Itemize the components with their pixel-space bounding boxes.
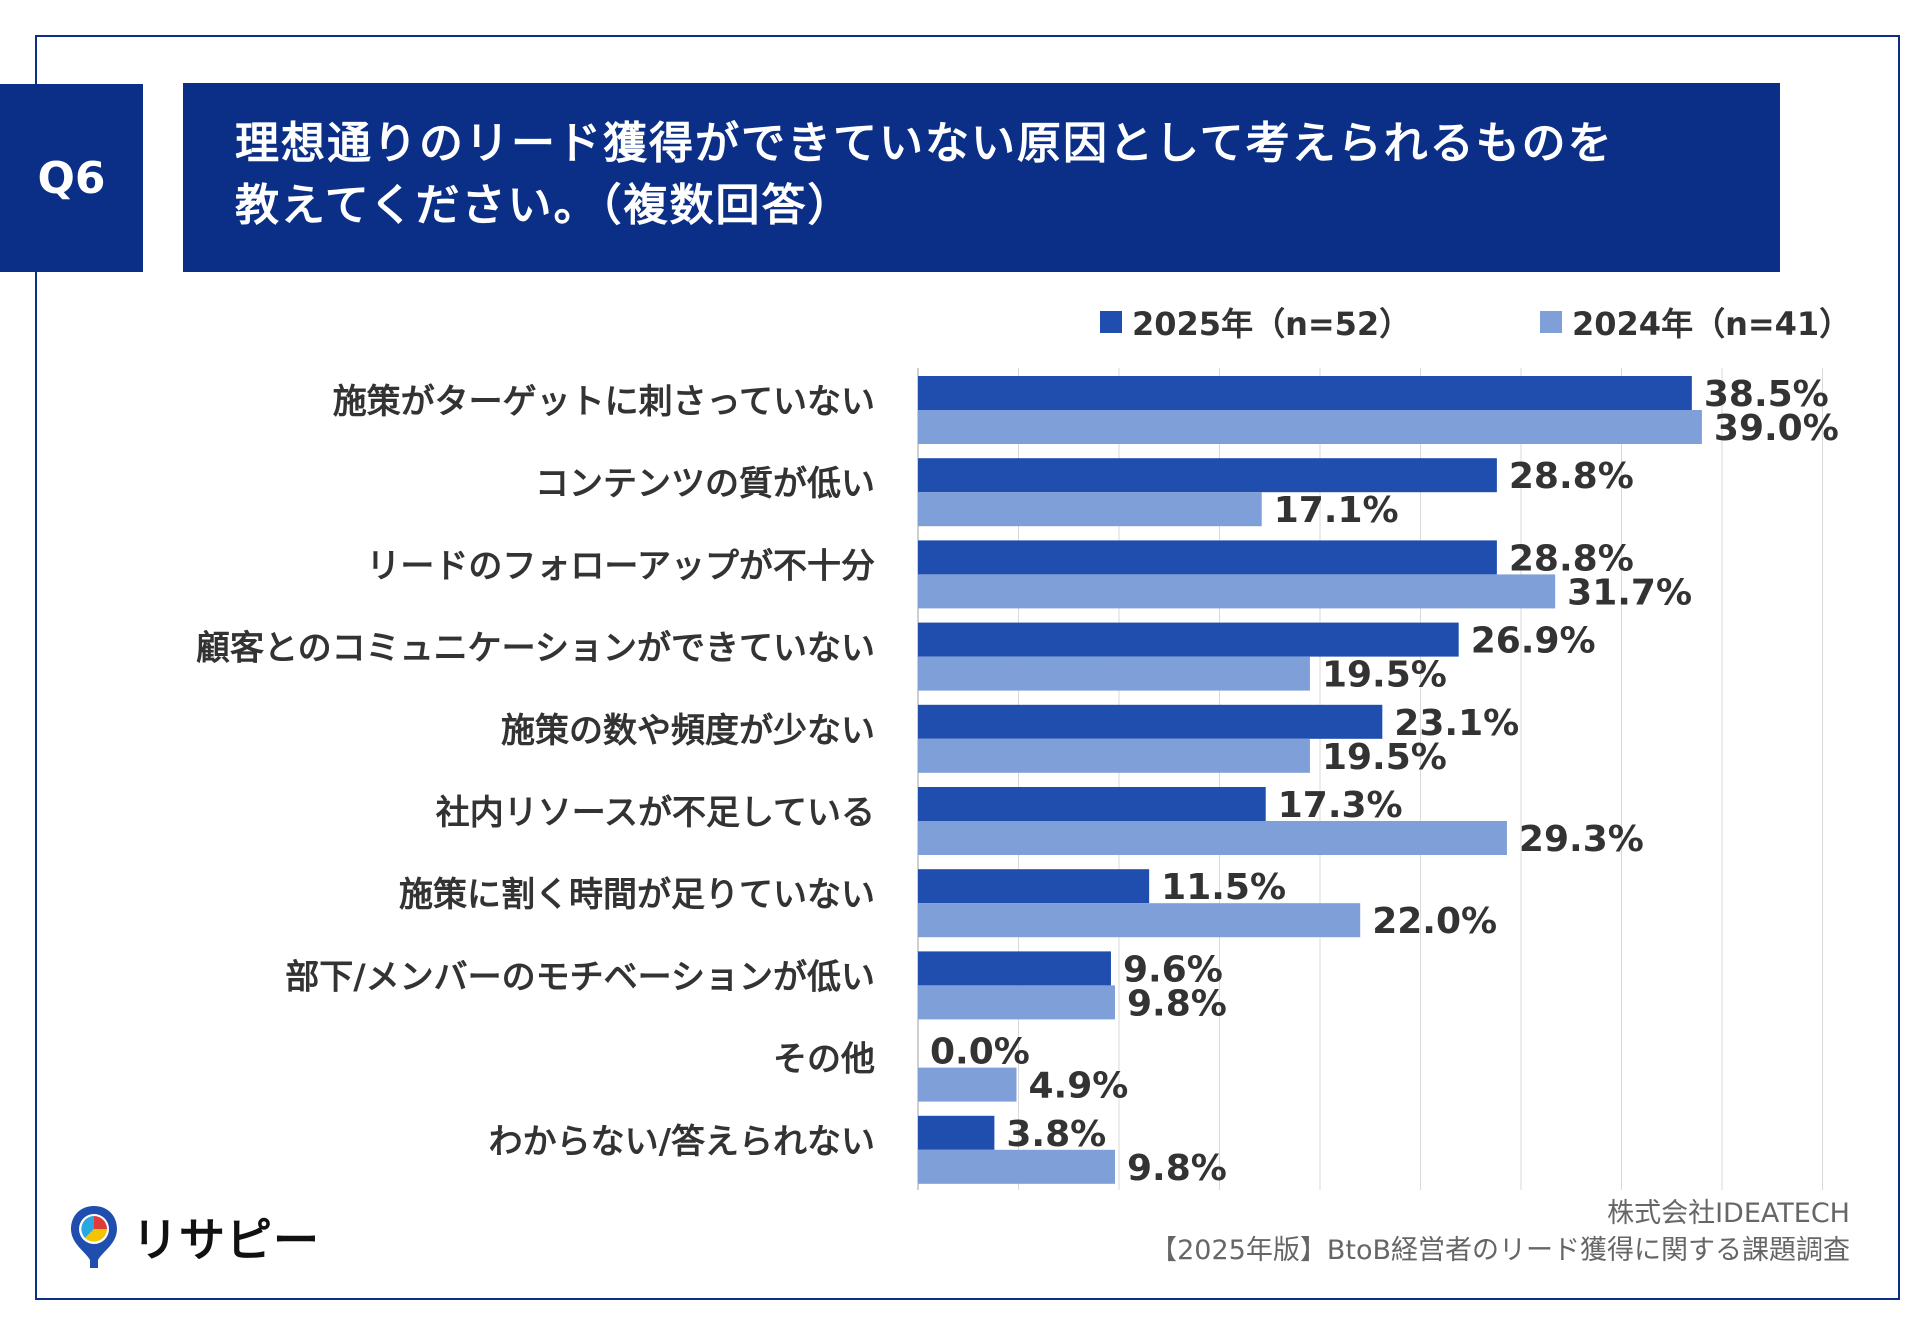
brand-logo-text: リサピー [132,1213,320,1267]
bar-2025 [918,458,1497,493]
bar-2024 [918,492,1262,527]
data-label-2025: 26.9% [1471,621,1596,662]
data-label-2025: 11.5% [1161,867,1286,908]
category-label: リードのフォローアップが不十分 [366,546,875,586]
legend-swatch-2025 [1100,311,1122,333]
bar-2024 [918,1149,1115,1184]
data-label-2024: 39.0% [1714,408,1839,449]
chart-frame [35,35,1900,1300]
bar-2024 [918,1067,1017,1102]
category-label: 社内リソースが不足している [436,793,875,833]
category-label: 顧客とのコミュニケーションができていない [196,629,875,669]
bar-2024 [918,903,1361,938]
source-survey: 【2025年版】BtoB経営者のリード獲得に関する課題調査 [1150,1235,1850,1266]
bar-2025 [918,787,1266,821]
data-label-2024: 29.3% [1519,819,1644,860]
category-label: 施策の数や頻度が少ない [501,711,875,751]
bar-2024 [918,574,1556,609]
category-label: 部下/メンバーのモチベーションが低い [285,957,875,997]
data-label-2025: 9.6% [1123,949,1223,990]
data-label-2024: 17.1% [1274,490,1399,531]
data-label-2025: 3.8% [1006,1114,1106,1155]
category-label: 施策に割く時間が足りていない [399,875,875,915]
data-label-2024: 22.0% [1372,901,1497,942]
bar-2025 [918,376,1692,410]
bar-2025 [918,1115,995,1150]
category-label: コンテンツの質が低い [535,464,875,504]
data-label-2025: 23.1% [1394,703,1519,744]
bar-2025 [918,951,1111,986]
legend-swatch-2024 [1540,311,1562,333]
category-label: 施策がターゲットに刺さっていない [333,382,875,422]
bar-2024 [918,985,1115,1020]
source-note: 株式会社IDEATECH 【2025年版】BtoB経営者のリード獲得に関する課題… [1150,1195,1850,1269]
category-label: わからない/答えられない [489,1122,875,1162]
brand-logo: リサピー [68,1204,320,1270]
bar-2025 [918,869,1150,904]
bar-2024 [918,738,1310,773]
pin-logo-icon [71,1206,117,1268]
question-title-line-2: 教えてください。（複数回答） [235,180,854,231]
bar-2025 [918,704,1383,739]
data-label-2024: 9.8% [1127,1148,1227,1189]
question-title: 理想通りのリード獲得ができていない原因として考えられるものを 教えてください。（… [183,83,1780,272]
data-label-2024: 19.5% [1322,655,1447,696]
data-label-2025: 38.5% [1704,374,1829,415]
legend-item-2025: 2025年（n=52） [1100,300,1411,344]
data-label-2025: 0.0% [930,1032,1030,1073]
category-label: その他 [773,1040,875,1080]
data-label-2024: 31.7% [1567,572,1692,613]
data-label-2024: 4.9% [1028,1066,1128,1107]
data-label-2024: 19.5% [1322,737,1447,778]
legend-item-2024: 2024年（n=41） [1540,300,1851,344]
legend-label-2024: 2024年（n=41） [1572,305,1852,343]
data-label-2025: 28.8% [1509,456,1634,497]
data-label-2025: 28.8% [1509,538,1634,579]
bar-2025 [918,622,1459,657]
legend-label-2025: 2025年（n=52） [1132,305,1412,343]
question-badge: Q6 [0,84,143,272]
bar-2024 [918,656,1310,691]
bar-2024 [918,410,1702,444]
source-company: 株式会社IDEATECH [1607,1198,1850,1229]
bar-2024 [918,821,1507,855]
data-label-2024: 9.8% [1127,983,1227,1024]
bar-2025 [918,540,1497,575]
data-label-2025: 17.3% [1278,785,1403,826]
question-title-line-1: 理想通りのリード獲得ができていない原因として考えられるものを [235,118,1614,169]
